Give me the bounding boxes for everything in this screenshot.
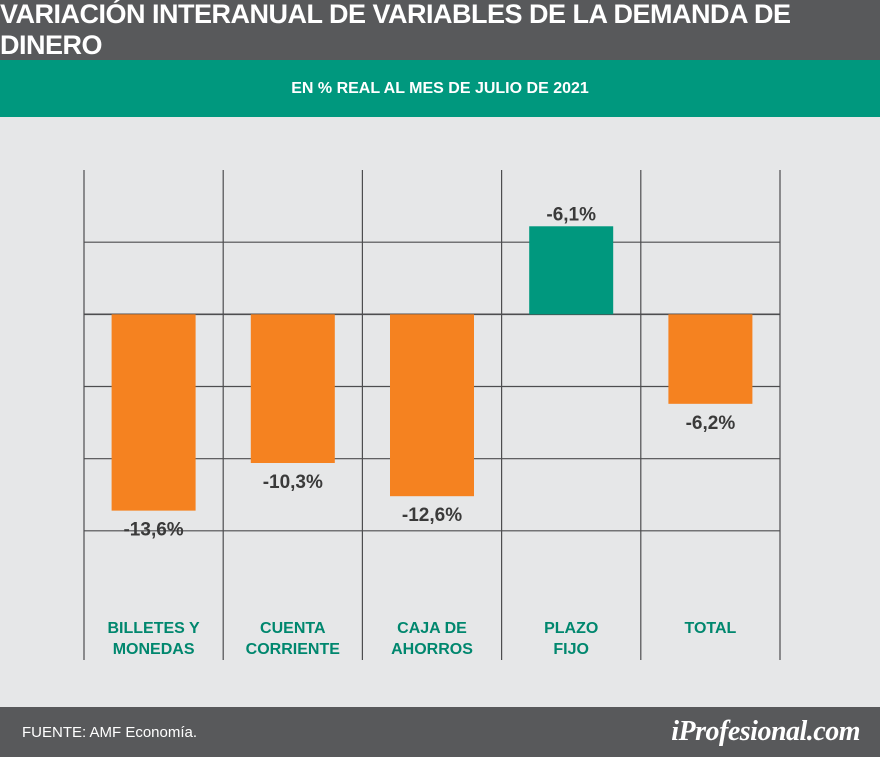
category-label: CAJA DE [397, 620, 467, 637]
bar [529, 226, 614, 315]
category-label: PLAZO [544, 620, 598, 637]
chart-area: -13,6% BILLETES Y MONEDAS -10,3% CUENTA CORRI… [0, 117, 880, 707]
brand-logo: iProfesional.com [671, 716, 860, 747]
bar-chart: -13,6% BILLETES Y MONEDAS -10,3% CUENTA CORRI… [83, 170, 781, 660]
category-label: BILLETES Y [108, 620, 200, 637]
bar [390, 314, 474, 497]
category-label: AHORROS [391, 641, 473, 658]
data-label: -6,2% [686, 413, 736, 434]
category-label: FIJO [553, 641, 589, 658]
category-label: CORRIENTE [246, 641, 341, 658]
bar [111, 314, 196, 511]
footer: FUENTE: AMF Economía. iProfesional.com [0, 707, 880, 757]
chart-subtitle: EN % REAL AL MES DE JULIO DE 2021 [0, 60, 880, 117]
category-label: CUENTA [260, 620, 326, 637]
bar [668, 314, 753, 404]
data-label: -13,6% [123, 520, 183, 541]
data-label: -10,3% [263, 472, 323, 493]
category-label: TOTAL [684, 620, 736, 637]
bar [250, 314, 335, 463]
source-note: FUENTE: AMF Economía. [22, 723, 198, 741]
chart-title: VARIACIÓN INTERANUAL DE VARIABLES DE LA … [0, 0, 880, 60]
category-label: MONEDAS [113, 641, 195, 658]
data-label: -12,6% [402, 505, 462, 526]
data-label: -6,1% [546, 204, 596, 225]
